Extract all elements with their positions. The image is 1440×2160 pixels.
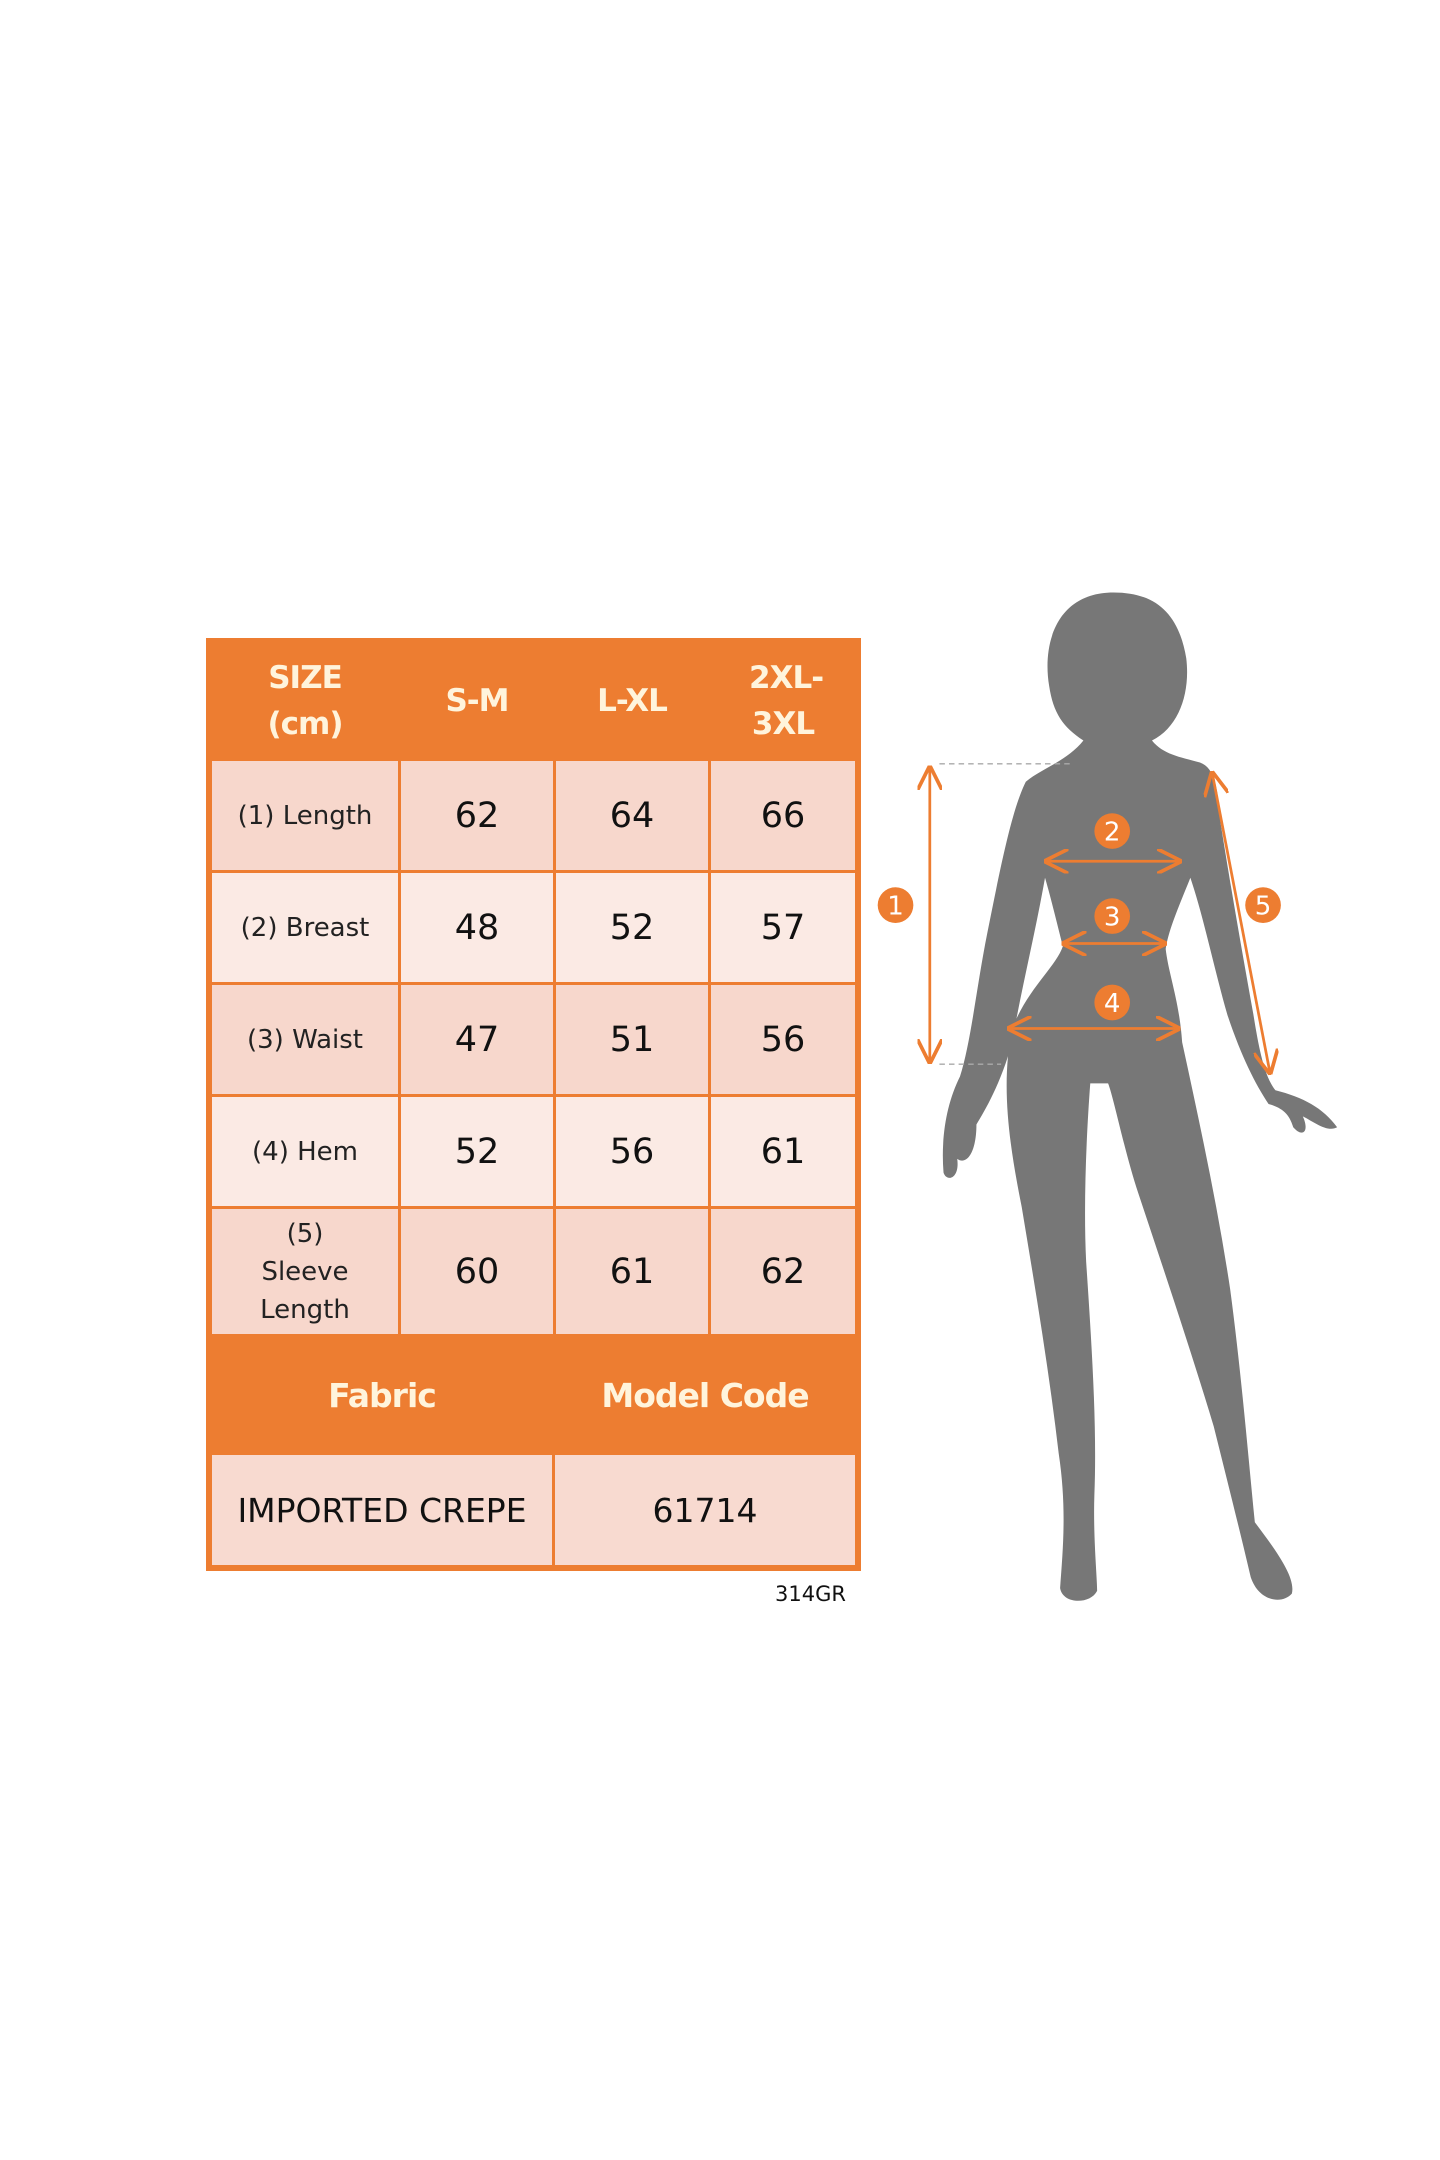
header-row: SIZE (cm) S-M L-XL 2XL-3XL (209, 641, 858, 761)
model-code-header: Model Code (552, 1337, 858, 1455)
cell: 51 (553, 982, 711, 1097)
table-row: (1) Length 62 64 66 (209, 758, 858, 873)
header-2xl-3xl: 2XL-3XL (708, 641, 858, 761)
product-code: 314GR (775, 1582, 846, 1606)
cell: 66 (708, 758, 858, 873)
cell: 64 (553, 758, 711, 873)
cell: 56 (708, 982, 858, 1097)
footer-value-row: IMPORTED CREPE 61714 (209, 1452, 858, 1568)
svg-text:1: 1 (887, 892, 904, 922)
size-chart-table: SIZE (cm) S-M L-XL 2XL-3XL (1) Length 62… (206, 638, 861, 1571)
svg-text:4: 4 (1104, 989, 1121, 1019)
header-s-m: S-M (398, 641, 556, 761)
cell: 48 (398, 870, 556, 985)
model-code-value: 61714 (552, 1452, 858, 1568)
svg-text:3: 3 (1104, 903, 1121, 933)
marker-3: 3 (1094, 898, 1131, 934)
row-label: (5) Sleeve Length (209, 1206, 401, 1337)
cell: 61 (553, 1206, 711, 1337)
hair-head (1047, 592, 1188, 741)
table-row: (4) Hem 52 56 61 (209, 1094, 858, 1209)
svg-text:2: 2 (1104, 818, 1121, 848)
sleeve-arrow (1212, 773, 1270, 1072)
row-label: (3) Waist (209, 982, 401, 1097)
marker-4: 4 (1094, 984, 1131, 1021)
marker-5: 5 (1245, 887, 1281, 923)
cell: 47 (398, 982, 556, 1097)
cell: 52 (398, 1094, 556, 1209)
fabric-value: IMPORTED CREPE (209, 1452, 555, 1568)
cell: 52 (553, 870, 711, 985)
svg-text:5: 5 (1255, 892, 1272, 922)
measure-guides (930, 763, 1270, 1073)
footer-header-row: Fabric Model Code (209, 1337, 858, 1455)
cell: 57 (708, 870, 858, 985)
marker-2: 2 (1094, 813, 1131, 849)
silhouette (942, 592, 1338, 1601)
cell: 60 (398, 1206, 556, 1337)
row-label: (2) Breast (209, 870, 401, 985)
row-label: (4) Hem (209, 1094, 401, 1209)
table-row: (3) Waist 47 51 56 (209, 982, 858, 1097)
cell: 56 (553, 1094, 711, 1209)
header-size: SIZE (cm) (209, 641, 401, 761)
cell: 61 (708, 1094, 858, 1209)
body (942, 740, 1338, 1601)
row-label: (1) Length (209, 758, 401, 873)
cell: 62 (398, 758, 556, 873)
cell: 62 (708, 1206, 858, 1337)
header-l-xl: L-XL (553, 641, 711, 761)
marker-1: 1 (877, 887, 914, 923)
table-row: (2) Breast 48 52 57 (209, 870, 858, 985)
table-row: (5) Sleeve Length 60 61 62 (209, 1206, 858, 1337)
fabric-header: Fabric (209, 1337, 555, 1455)
